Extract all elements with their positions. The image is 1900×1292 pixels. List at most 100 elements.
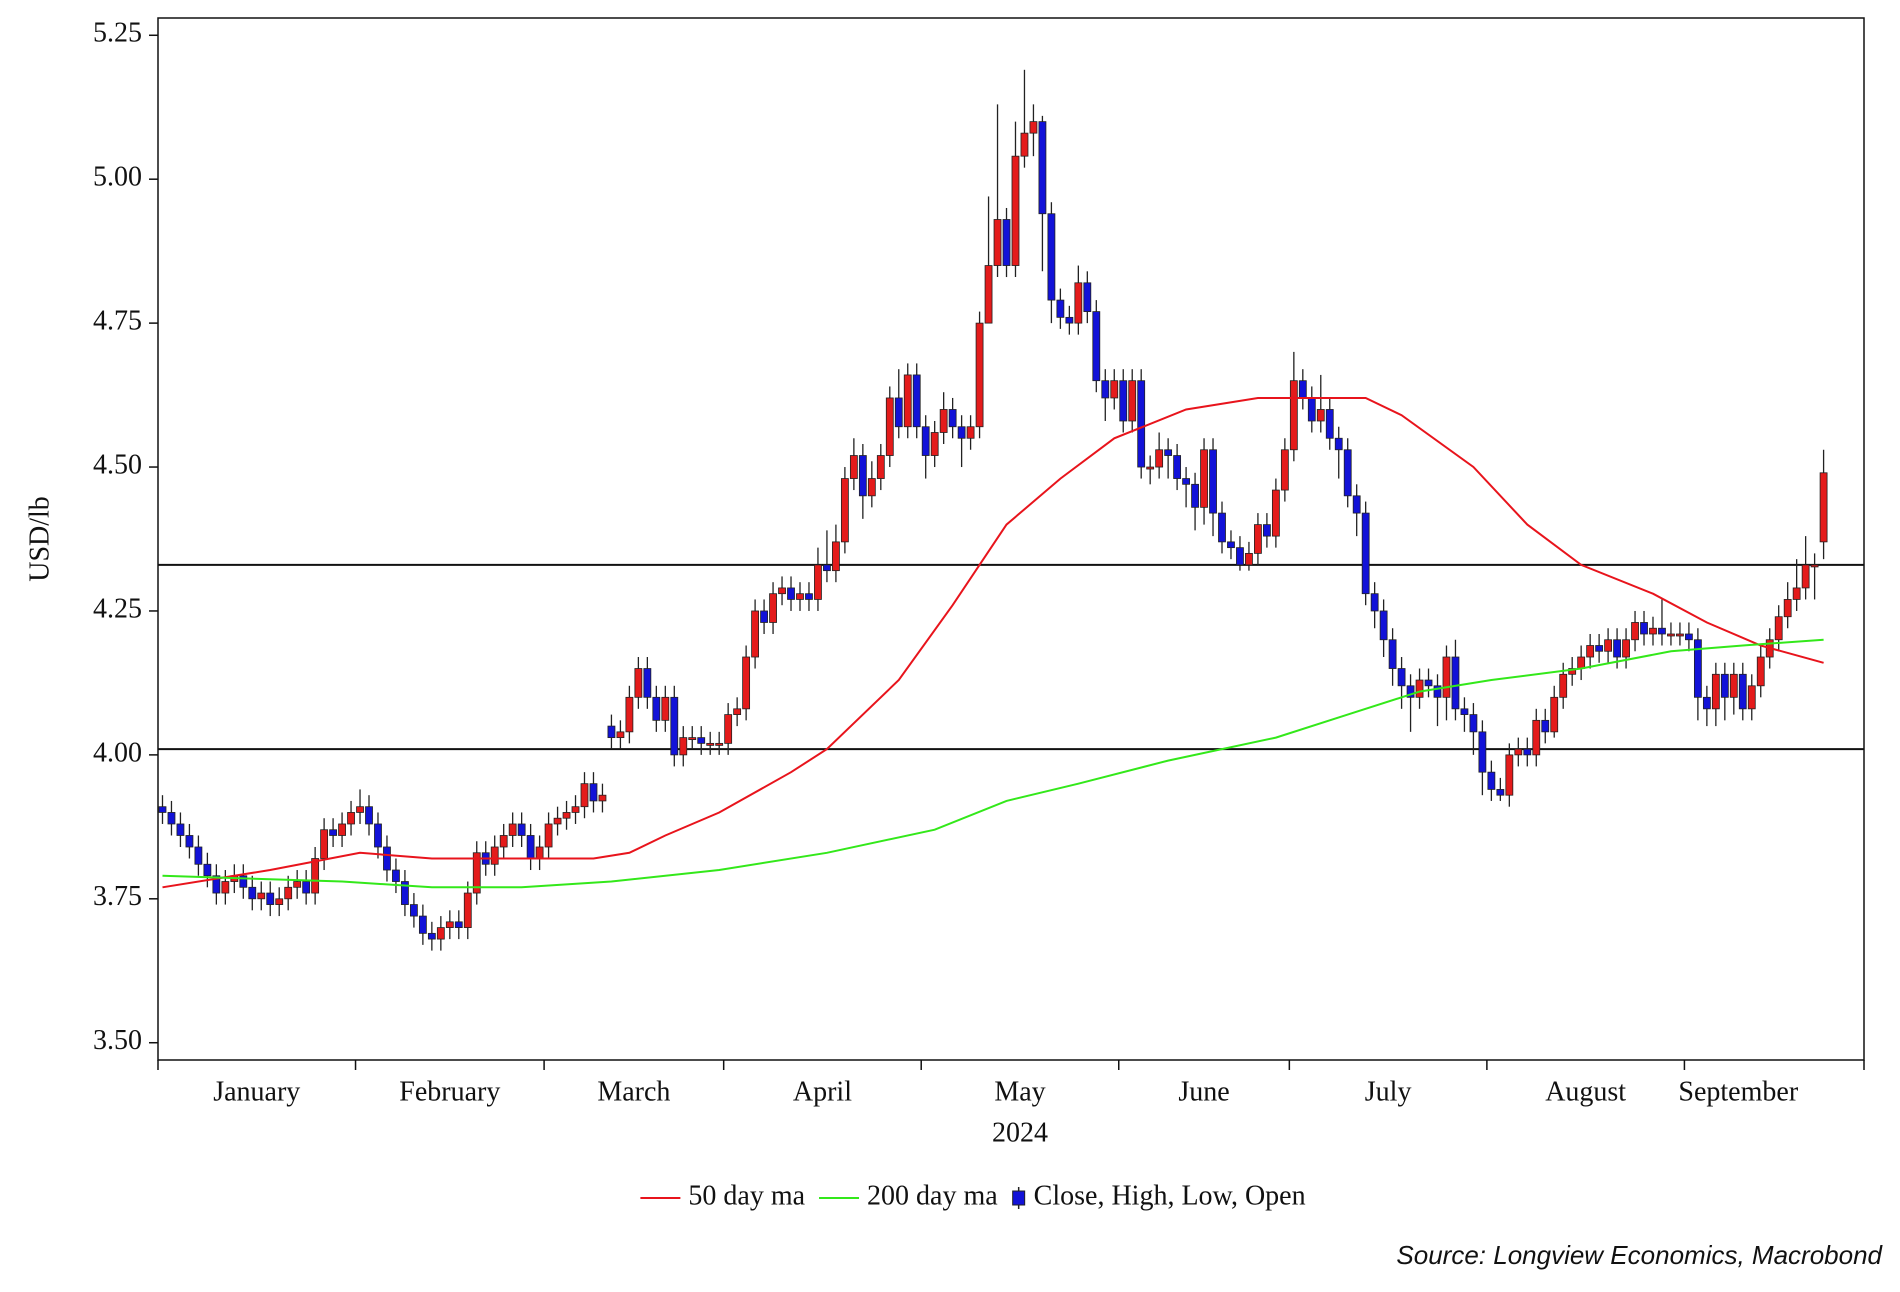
candle-body (1729, 673, 1738, 698)
candle-body (1245, 552, 1253, 566)
candle-body (562, 812, 571, 819)
candle-body (1550, 696, 1559, 733)
candle-body (293, 881, 302, 888)
candle-body (903, 374, 912, 428)
candle-body (760, 610, 768, 623)
candle-body (374, 823, 382, 848)
candle-body (356, 806, 364, 813)
candle-body (1810, 564, 1819, 568)
candle-body (580, 783, 589, 808)
candle-body (1137, 380, 1146, 468)
candle-body (858, 455, 867, 497)
candle-body (248, 886, 257, 900)
candle-body (454, 921, 463, 928)
candle-body (1316, 409, 1325, 422)
candle-body (418, 915, 427, 934)
candle-body (1038, 121, 1047, 215)
candle-body (1119, 380, 1128, 422)
candle-body (1514, 748, 1523, 756)
candle-body (1325, 409, 1334, 439)
candle-body (1352, 495, 1361, 514)
candle-body (715, 742, 724, 746)
candle-body (1451, 656, 1460, 710)
candle-body (1388, 639, 1397, 669)
x-tick-label: September (1678, 1076, 1798, 1107)
candle-body (1280, 449, 1289, 491)
candle-body (679, 737, 688, 756)
candle-body (849, 455, 858, 479)
candle-body (311, 858, 320, 894)
candle-body (814, 564, 822, 600)
candle-body (939, 409, 948, 433)
candle-body (1631, 622, 1639, 641)
candle-body (553, 817, 562, 825)
candle-body (1667, 633, 1675, 637)
candle-body (1586, 645, 1595, 658)
candle-body (1649, 627, 1657, 635)
candle-body (1056, 299, 1065, 318)
candle-body (1685, 633, 1693, 641)
candle-body (598, 794, 607, 802)
candle-body (1442, 656, 1451, 698)
moving-average-line (162, 638, 1824, 889)
candle-body (688, 737, 697, 741)
candle-body (1146, 466, 1155, 470)
candle-body (1047, 213, 1056, 301)
candle-body (885, 397, 894, 456)
candle-body (1263, 524, 1271, 537)
candle-body (993, 219, 1002, 266)
candle-body (1541, 719, 1550, 733)
candle-body (1334, 437, 1343, 451)
candle-body (365, 806, 373, 825)
candle-body (1182, 478, 1190, 485)
candle-body (239, 875, 248, 888)
candle-body (1406, 685, 1415, 698)
y-tick-label: 5.00 (93, 162, 142, 193)
candle-body (1801, 564, 1810, 589)
candle-body (266, 892, 275, 905)
candle-body (643, 668, 652, 698)
candle-body (1702, 696, 1711, 710)
candle-body (1128, 380, 1137, 422)
candle-body (894, 397, 903, 428)
candle-body (1792, 587, 1801, 600)
candle-body (1487, 771, 1496, 790)
candle-body (1568, 668, 1577, 675)
y-tick-label: 4.00 (93, 737, 142, 768)
candle-body (589, 783, 598, 802)
candle-body (535, 846, 544, 859)
candle-body (1720, 673, 1729, 698)
candle-body (625, 696, 634, 733)
candle-body (1469, 714, 1478, 733)
candle-body (1478, 731, 1487, 773)
candle-body (445, 921, 454, 928)
candle-body (1622, 639, 1630, 658)
candle-body (1209, 449, 1217, 514)
candle-body (1433, 685, 1442, 698)
candle-body (517, 823, 526, 836)
candle-body (1020, 132, 1029, 157)
y-tick-label: 4.50 (93, 449, 142, 480)
candle-body (1532, 719, 1541, 756)
candle-body (472, 852, 481, 894)
candle-body (930, 432, 939, 456)
candle-body (158, 806, 167, 813)
candle-body (1298, 380, 1307, 399)
candle-body (724, 714, 733, 744)
candle-body (1711, 673, 1720, 710)
candle-body (338, 823, 346, 836)
candle-body (427, 932, 436, 940)
legend-label: Close, High, Low, Open (1034, 1180, 1306, 1211)
candle-body (796, 593, 804, 600)
candle-body (1092, 311, 1101, 382)
candle-body (1370, 593, 1379, 612)
candle-body (751, 610, 759, 658)
candle-body (1029, 121, 1038, 134)
candle-body (463, 892, 472, 928)
candle-body (867, 478, 876, 497)
candle-body (1227, 541, 1235, 549)
source: Source: Longview Economics, Macrobond (1396, 1240, 1883, 1270)
moving-average-line (162, 397, 1824, 889)
y-axis-label: USD/lb (24, 496, 55, 582)
candle-body (1819, 472, 1828, 543)
